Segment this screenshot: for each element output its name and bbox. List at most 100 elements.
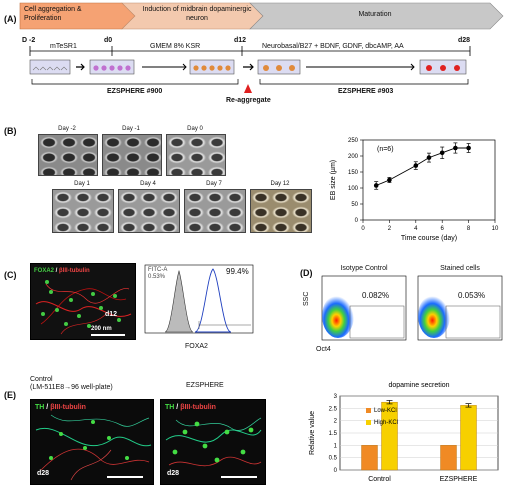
micrograph-day-4 xyxy=(118,189,180,233)
y-tick-label-4: 200 xyxy=(348,154,359,160)
panel-label-e: (E) xyxy=(4,390,16,400)
flow-title-isotype: Isotype Control xyxy=(340,265,388,272)
histogram-inset-percent: 0.53% xyxy=(148,274,166,280)
stage-3-label: Maturation xyxy=(358,11,392,18)
histogram-inset: FITC-A 0.53% xyxy=(148,267,167,281)
micrograph-day-minus1 xyxy=(102,134,162,176)
day-label-b-2: Day -1 xyxy=(122,126,140,132)
bar-low-kcl-0 xyxy=(361,445,378,471)
control-subtitle: (LM-511E8→96 well-plate) xyxy=(30,384,113,391)
scale-bar-label-c: 200 nm xyxy=(91,326,112,332)
plate-1 xyxy=(29,59,71,75)
y-tick-label-4: 2 xyxy=(334,419,338,425)
stain-th-control: TH xyxy=(35,404,45,411)
y-axis-label: Relative value xyxy=(309,411,316,455)
day-label-b-7: Day 12 xyxy=(270,181,290,187)
plate-label-900: EZSPHERE #900 xyxy=(107,88,163,95)
flow-percent-isotype: 0.082% xyxy=(362,291,390,300)
y-tick-label-0: 0 xyxy=(355,218,359,224)
ezsphere-title: EZSPHERE xyxy=(186,382,224,389)
medium-mtesr1: mTeSR1 xyxy=(50,43,77,50)
x-tick-label-2: 4 xyxy=(414,226,418,232)
panel-label-c: (C) xyxy=(4,270,17,280)
medium-neurobasal: Neurobasal/B27 + BDNF, GDNF, dbcAMP, AA xyxy=(262,43,404,50)
day-label-b-4: Day 1 xyxy=(74,181,90,187)
legend-swatch-1 xyxy=(366,420,371,425)
data-point-5 xyxy=(453,145,458,151)
immunostain-foxa2: FOXA2 / βIII-tubulin d12 200 nm xyxy=(30,263,136,340)
stage-arrow-3 xyxy=(249,2,504,30)
panel-label-d: (D) xyxy=(300,268,313,278)
stage-1-label: Cell aggregation & Proliferation xyxy=(24,6,82,22)
micrograph-day-0 xyxy=(166,134,226,176)
y-tick-label-0: 0 xyxy=(334,468,338,474)
day-label-d28: d28 xyxy=(458,37,471,44)
histogram-xlabel: FOXA2 xyxy=(185,343,208,350)
plate-2 xyxy=(89,59,135,75)
day-label-b-1: Day -2 xyxy=(58,126,76,132)
re-aggregate-marker xyxy=(244,84,252,93)
x-tick-label-1: 2 xyxy=(388,226,392,232)
chart-annotation: (n=6) xyxy=(377,146,394,153)
day-label-b-5: Day 4 xyxy=(140,181,156,187)
timeline-arrows xyxy=(19,2,504,93)
data-point-2 xyxy=(413,163,419,168)
y-tick-label-1: 50 xyxy=(351,202,358,208)
category-label-1: EZSPHERE xyxy=(440,476,478,483)
foxa2-histogram xyxy=(144,264,254,334)
y-tick-label-6: 3 xyxy=(334,394,338,400)
y-axis-label: EB size (µm) xyxy=(330,160,337,200)
stain-btubulin: βIII-tubulin xyxy=(59,268,90,274)
stain-label-e-control: TH / βIII-tubulin xyxy=(35,404,86,411)
y-tick-label-3: 150 xyxy=(348,170,359,176)
plate-5 xyxy=(419,59,467,75)
control-title: Control xyxy=(30,376,53,383)
data-point-0 xyxy=(373,183,379,188)
medium-gmem: GMEM 8% KSR xyxy=(150,43,201,50)
y-tick-label-3: 1.5 xyxy=(329,431,338,437)
micrograph-day-minus2 xyxy=(38,134,98,176)
y-tick-label-2: 100 xyxy=(348,186,359,192)
scale-bar-c xyxy=(91,334,125,336)
day-label-d-2: D -2 xyxy=(22,37,36,44)
day-label-e-ez: d28 xyxy=(167,470,180,477)
day-label-c: d12 xyxy=(105,311,118,318)
category-label-0: Control xyxy=(368,476,391,483)
plate-label-903: EZSPHERE #903 xyxy=(338,88,394,95)
immunostain-control: TH / βIII-tubulin d28 xyxy=(30,399,154,485)
plate-3 xyxy=(189,59,235,75)
data-point-4 xyxy=(439,150,445,156)
bar-low-kcl-1 xyxy=(440,445,457,471)
y-tick-label-5: 2.5 xyxy=(329,406,338,412)
micrograph-day-7 xyxy=(184,189,246,233)
y-tick-label-1: 0.5 xyxy=(329,456,338,462)
flow-xlabel: Oct4 xyxy=(316,346,331,353)
scale-bar-e-ez xyxy=(221,476,257,478)
day-label-e-control: d28 xyxy=(37,470,50,477)
stain-label-c: FOXA2 / βIII-tubulin xyxy=(34,268,90,274)
micrograph-day-12 xyxy=(250,189,312,233)
x-tick-label-4: 8 xyxy=(467,226,471,232)
y-tick-label-5: 250 xyxy=(348,138,359,144)
bar-high-kcl-1 xyxy=(460,405,477,471)
day-label-b-3: Day 0 xyxy=(187,126,203,132)
flow-percent-stained: 0.053% xyxy=(458,291,486,300)
dopamine-secretion-chart: dopamine secretion 0 0.5 1 1.5 2 2.5 3 Control EZ… xyxy=(309,382,499,483)
stain-label-e-ez: TH / βIII-tubulin xyxy=(165,404,216,411)
legend-swatch-0 xyxy=(366,408,371,413)
re-aggregate-label: Re-aggregate xyxy=(226,97,271,104)
y-tick-label-2: 1 xyxy=(334,443,338,449)
data-point-3 xyxy=(426,155,432,160)
x-tick-label-3: 6 xyxy=(441,226,445,232)
day-label-d12: d12 xyxy=(234,37,247,44)
panel-label-a: (A) xyxy=(4,14,17,24)
eb-size-chart: 0 50 100 150 200 250 0 2 4 6 8 10 (n=6) Time course (… xyxy=(330,138,499,242)
micrograph-day-1 xyxy=(52,189,114,233)
scale-bar-e-control xyxy=(107,476,143,478)
chart-title: dopamine secretion xyxy=(388,382,449,389)
stain-btubulin-control: βIII-tubulin xyxy=(50,404,86,411)
x-tick-label-5: 10 xyxy=(492,226,499,232)
data-point-6 xyxy=(466,145,471,151)
stain-foxa2: FOXA2 xyxy=(34,268,55,274)
flow-title-stained: Stained cells xyxy=(440,265,480,272)
